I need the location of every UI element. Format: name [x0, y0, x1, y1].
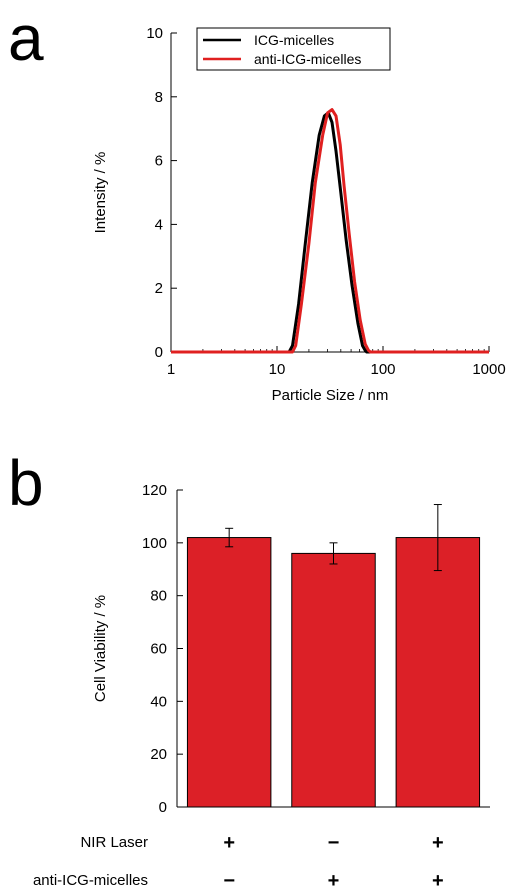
size-chart-axes [170, 33, 489, 353]
condition-sign-nir-laser-2: − [328, 832, 340, 854]
y-tick-label: 10 [146, 25, 163, 42]
condition-sign-nir-laser-3: + [432, 832, 444, 854]
y-tick-label: 6 [155, 153, 163, 170]
y-tick-label: 0 [159, 799, 167, 816]
bar-2 [291, 552, 376, 808]
size-chart-x-axis-title: Particle Size / nm [272, 387, 389, 404]
condition-label-nir-laser: NIR Laser [80, 834, 148, 851]
y-tick-label: 120 [142, 482, 167, 499]
panel-b-letter: b [8, 447, 44, 519]
series-line-anti-icg-micelles [171, 108, 489, 354]
x-tick-label: 100 [370, 361, 395, 378]
legend-label-icg-micelles: ICG-micelles [254, 32, 334, 48]
size-chart-ticks: 0 2 4 6 8 10 1 10 100 1000 [146, 25, 505, 378]
size-chart-legend: ICG-micelles anti-ICG-micelles [196, 27, 391, 71]
condition-sign-anti-icg-micelles-2: + [328, 870, 340, 892]
viability-chart-ticks: 0 20 40 60 80 100 120 [142, 482, 183, 816]
y-tick-label: 0 [155, 344, 163, 361]
legend-label-anti-icg-micelles: anti-ICG-micelles [254, 51, 361, 67]
condition-sign-nir-laser-1: + [223, 832, 235, 854]
viability-chart-y-axis-title: Cell Viability / % [92, 595, 109, 702]
series-line-icg-micelles [171, 111, 489, 354]
bar-1 [186, 537, 272, 808]
y-tick-label: 2 [155, 280, 163, 297]
size-distribution-chart: 0 2 4 6 8 10 1 10 100 1000 Particle Size / nm Int… [92, 25, 506, 404]
y-tick-label: 4 [155, 216, 163, 233]
y-tick-label: 60 [150, 641, 167, 658]
viability-chart-bars [186, 504, 481, 808]
panel-a-letter: a [8, 2, 44, 74]
legend-box [196, 27, 391, 71]
x-tick-label: 10 [269, 361, 286, 378]
size-chart-series [171, 108, 489, 354]
condition-sign-anti-icg-micelles-1: − [223, 870, 235, 892]
y-tick-label: 80 [150, 588, 167, 605]
cell-viability-chart: 0 20 40 60 80 100 120 Cell Viability / % NIR L… [33, 482, 490, 892]
size-chart-y-axis-title: Intensity / % [92, 152, 109, 234]
condition-sign-anti-icg-micelles-3: + [432, 870, 444, 892]
treatment-conditions-table: NIR Laser + − + anti-ICG-micelles − + + [33, 832, 444, 892]
condition-label-anti-icg-micelles: anti-ICG-micelles [33, 872, 148, 889]
x-tick-label: 1000 [472, 361, 505, 378]
bar-3 [395, 537, 481, 808]
y-tick-label: 8 [155, 89, 163, 106]
y-tick-label: 20 [150, 746, 167, 763]
x-tick-label: 1 [167, 361, 175, 378]
y-tick-label: 40 [150, 693, 167, 710]
y-tick-label: 100 [142, 535, 167, 552]
